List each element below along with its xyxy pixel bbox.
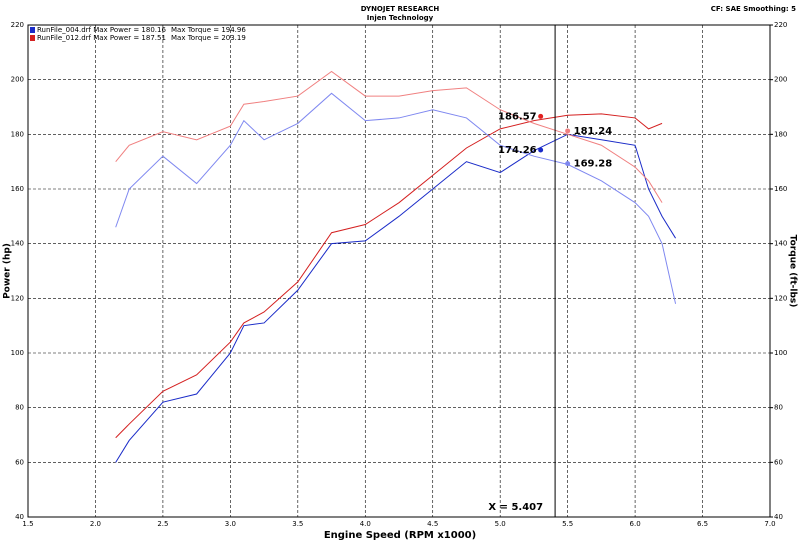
- y-tick-label: 80: [15, 404, 24, 412]
- y-tick-label: 120: [11, 294, 24, 302]
- cursor-marker: [538, 113, 544, 119]
- y2-tick-label: 120: [774, 294, 787, 302]
- x-tick-label: 5.0: [495, 520, 506, 528]
- y2-tick-label: 60: [774, 458, 783, 466]
- cursor-value: 174.26: [498, 145, 537, 156]
- x-tick-label: 4.0: [360, 520, 371, 528]
- x-tick-label: 5.5: [562, 520, 573, 528]
- x-tick-label: 7.0: [764, 520, 775, 528]
- y-tick-label: 200: [11, 76, 24, 84]
- legend-swatch: [30, 27, 35, 33]
- y-tick-label: 60: [15, 458, 24, 466]
- y2-tick-label: 220: [774, 21, 787, 29]
- y2-tick-label: 40: [774, 513, 783, 521]
- chart-title: DYNOJET RESEARCH: [361, 5, 440, 13]
- x-tick-label: 2.0: [90, 520, 101, 528]
- x-tick-label: 3.5: [292, 520, 303, 528]
- series-line: [115, 92, 677, 304]
- y2-tick-label: 140: [774, 240, 787, 248]
- cursor-value: 186.57: [498, 111, 537, 122]
- x-axis-label: Engine Speed (RPM x1000): [324, 530, 476, 541]
- cursor-label: X = 5.407: [488, 502, 543, 513]
- cursor-value: 169.28: [574, 159, 613, 170]
- x-tick-label: 6.0: [630, 520, 641, 528]
- legend-torque: Max Torque = 194.96: [171, 26, 246, 34]
- y-tick-label: 160: [11, 185, 24, 193]
- y2-tick-label: 160: [774, 185, 787, 193]
- y-tick-label: 40: [15, 513, 24, 521]
- legend-swatch: [30, 35, 35, 41]
- series-line: [115, 133, 676, 463]
- y-axis-label: Power (hp): [3, 243, 13, 299]
- legend-torque: Max Torque = 203.19: [171, 34, 246, 42]
- cursor-marker: [538, 147, 544, 153]
- y2-tick-label: 180: [774, 130, 787, 138]
- legend-text: RunFile_012.drf Max Power = 187.51: [37, 34, 166, 42]
- cursor-value: 181.24: [574, 126, 613, 137]
- y2-tick-label: 100: [774, 349, 787, 357]
- y-tick-label: 100: [11, 349, 24, 357]
- plot-frame: [27, 24, 771, 518]
- y2-tick-label: 200: [774, 76, 787, 84]
- x-tick-label: 3.0: [225, 520, 236, 528]
- x-tick-label: 4.5: [427, 520, 438, 528]
- y2-tick-label: 80: [774, 404, 783, 412]
- y2-axis-label: Torque (ft-lbs): [788, 235, 798, 308]
- series-line: [115, 113, 663, 439]
- x-tick-label: 1.5: [22, 520, 33, 528]
- y-tick-label: 180: [11, 130, 24, 138]
- cursor-marker: [565, 128, 571, 134]
- chart-subtitle: Injen Technology: [367, 14, 434, 22]
- cursor-marker: [565, 161, 571, 167]
- legend-text: RunFile_004.drf Max Power = 180.16: [37, 26, 166, 34]
- x-tick-label: 6.5: [697, 520, 708, 528]
- series-line: [115, 70, 663, 203]
- x-tick-label: 2.5: [157, 520, 168, 528]
- y-tick-label: 220: [11, 21, 24, 29]
- y-tick-label: 140: [11, 240, 24, 248]
- settings-text: CF: SAE Smoothing: 5: [711, 5, 796, 13]
